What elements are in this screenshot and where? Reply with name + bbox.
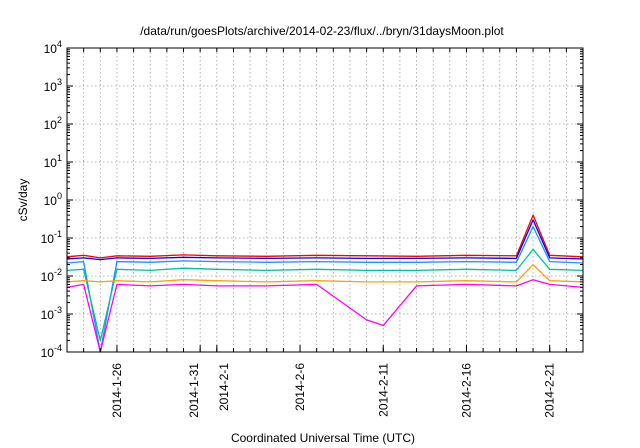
- x-tick-label: 2014-2-11: [376, 363, 390, 417]
- series-line-5: [66, 263, 584, 283]
- series-line-4: [66, 248, 584, 342]
- series-line-6: [66, 279, 584, 353]
- y-tick-label: 10-1: [41, 229, 62, 246]
- x-tick-label: 2014-1-26: [110, 363, 124, 418]
- y-axis-label: cSv/day: [16, 179, 30, 222]
- y-axis: 10-4 10-3 10-2 10-1 100 101 102 103 104: [41, 39, 583, 360]
- series-line-3: [66, 225, 584, 353]
- y-tick-label: 10-3: [41, 305, 62, 322]
- x-tick-label: 2014-1-31: [187, 363, 201, 418]
- series-group: [66, 214, 584, 353]
- x-tick-label: 2014-2-6: [293, 363, 307, 411]
- grid-lines: [67, 48, 583, 352]
- x-axis: 2014-1-26 2014-1-31 2014-2-1 2014-2-6 2014-2…: [83, 48, 567, 418]
- y-tick-label: 102: [44, 115, 62, 132]
- y-tick-label: 104: [44, 39, 62, 56]
- series-line-2: [66, 219, 584, 261]
- x-tick-label: 2014-2-16: [459, 363, 473, 418]
- series-line-1: [66, 214, 584, 259]
- y-tick-label: 10-2: [41, 267, 62, 284]
- y-tick-label: 101: [44, 153, 62, 170]
- x-tick-label: 2014-2-21: [543, 363, 557, 418]
- y-tick-label: 10-4: [41, 343, 62, 360]
- y-tick-label: 100: [44, 191, 62, 208]
- y-tick-label: 103: [44, 77, 62, 94]
- x-axis-label: Coordinated Universal Time (UTC): [231, 431, 415, 445]
- chart-title: /data/run/goesPlots/archive/2014-02-23/f…: [140, 24, 504, 38]
- x-tick-label: 2014-2-1: [217, 363, 231, 411]
